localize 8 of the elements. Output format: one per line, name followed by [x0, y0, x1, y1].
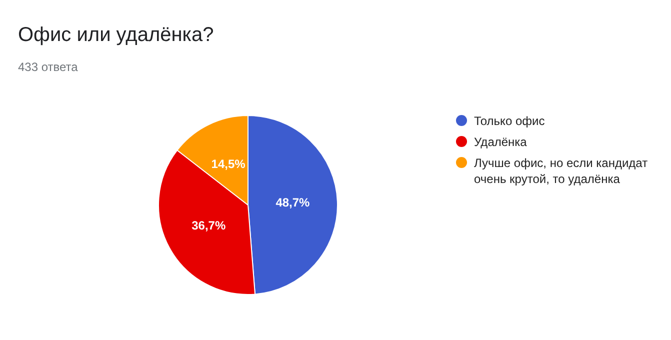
data-label: 48,7% — [276, 196, 310, 210]
legend-label: Лучше офис, но если кандидат очень крутой, то удалёнка — [474, 155, 649, 187]
data-label: 14,5% — [211, 157, 246, 172]
chart-title: Офис или удалёнка? — [18, 24, 214, 47]
legend-label: Удалёнка — [474, 134, 527, 150]
text: 433 ответа — [18, 60, 78, 74]
data-label: 36,7% — [192, 218, 226, 233]
legend-label: Только офис — [474, 113, 545, 129]
